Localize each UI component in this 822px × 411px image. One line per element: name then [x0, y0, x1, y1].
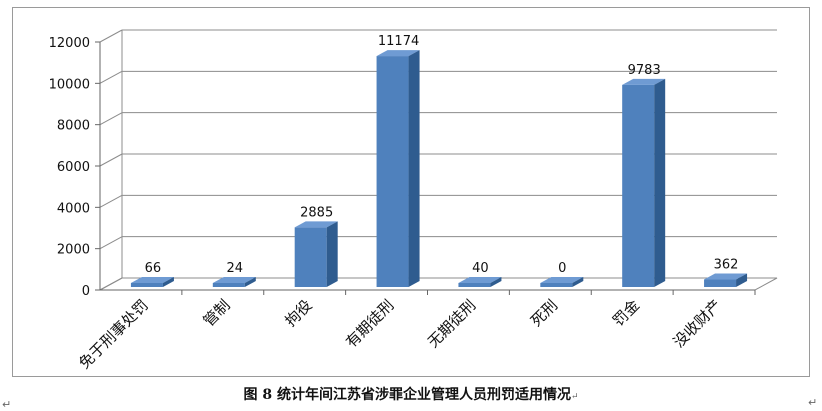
y-tick-label: 2000 [57, 243, 90, 258]
grid-diagonal [99, 29, 123, 43]
data-label: 0 [558, 261, 566, 276]
chart-floor [99, 277, 778, 291]
x-tick-label: 罚金 [609, 296, 643, 330]
bar-top [376, 50, 420, 57]
y-tick-label: 10000 [49, 77, 90, 92]
bar-side [326, 221, 338, 287]
y-tick-label: 6000 [57, 160, 90, 175]
y-axis: 0 2000 4000 6000 8000 10000 12000 [49, 30, 756, 299]
bar-front [622, 84, 655, 288]
bar-front [376, 56, 409, 288]
data-label: 9783 [628, 63, 661, 78]
data-label: 11174 [378, 34, 419, 49]
y-tick-label: 0 [82, 284, 90, 299]
bar-side [654, 78, 666, 288]
paragraph-mark-right: ↵ [808, 396, 818, 409]
bar-top [458, 277, 502, 283]
x-tick-label: 无期徒刑 [424, 296, 479, 351]
y-tick-label: 12000 [49, 36, 90, 51]
x-tick-label: 没收财产 [670, 296, 725, 351]
bar-side [162, 277, 174, 287]
x-tick-label: 拘役 [282, 296, 316, 330]
grid-diagonal [99, 112, 123, 126]
x-tick-label: 有期徒刑 [342, 296, 397, 351]
grid-diagonal [99, 194, 123, 208]
x-tick-label: 死刑 [527, 296, 561, 330]
bar-front [130, 283, 163, 287]
gridlines [99, 29, 778, 291]
data-labels: 66 24 2885 11174 40 0 9783 362 [145, 34, 739, 276]
x-tick-label: 管制 [200, 296, 234, 330]
y-tick-label: 4000 [57, 201, 90, 216]
paragraph-mark: ↵ [570, 392, 579, 402]
data-label: 24 [227, 261, 244, 276]
bar-side [244, 277, 256, 287]
bar-top [294, 221, 338, 228]
bar-top [540, 277, 584, 283]
grid-diagonal [99, 153, 123, 167]
caption-text: 图 8 统计年间江苏省涉罪企业管理人员刑罚适用情况 [243, 387, 571, 403]
bar-top [212, 277, 256, 283]
data-label: 40 [472, 261, 489, 276]
x-tick-label: 免于刑事处罚 [75, 296, 151, 372]
bar-side [572, 277, 584, 287]
bar-front [704, 279, 737, 287]
grid-diagonal [99, 236, 123, 250]
y-tick-label: 8000 [57, 119, 90, 134]
paragraph-mark-left: ↵ [2, 398, 12, 411]
bar-side [408, 50, 420, 288]
data-label: 66 [145, 261, 162, 276]
bar-front [458, 283, 491, 287]
bars [130, 50, 748, 288]
bar-chart: 0 2000 4000 6000 8000 10000 12000 66 24 2885 1117… [49, 29, 778, 372]
bar-top [704, 273, 748, 280]
bar-front [540, 283, 573, 287]
data-label: 2885 [300, 205, 333, 220]
grid-diagonal [99, 70, 123, 84]
figure-caption: 图 8 统计年间江苏省涉罪企业管理人员刑罚适用情况↵ [0, 384, 822, 404]
bar-side [490, 277, 502, 287]
bar-top [130, 277, 174, 283]
x-axis-labels: 免于刑事处罚 管制 拘役 有期徒刑 无期徒刑 死刑 罚金 没收财产 [75, 296, 725, 372]
bar-front [212, 283, 245, 287]
data-label: 362 [714, 258, 739, 273]
bar-top [622, 78, 666, 85]
bar-front [294, 227, 327, 287]
bar-side [736, 273, 748, 287]
